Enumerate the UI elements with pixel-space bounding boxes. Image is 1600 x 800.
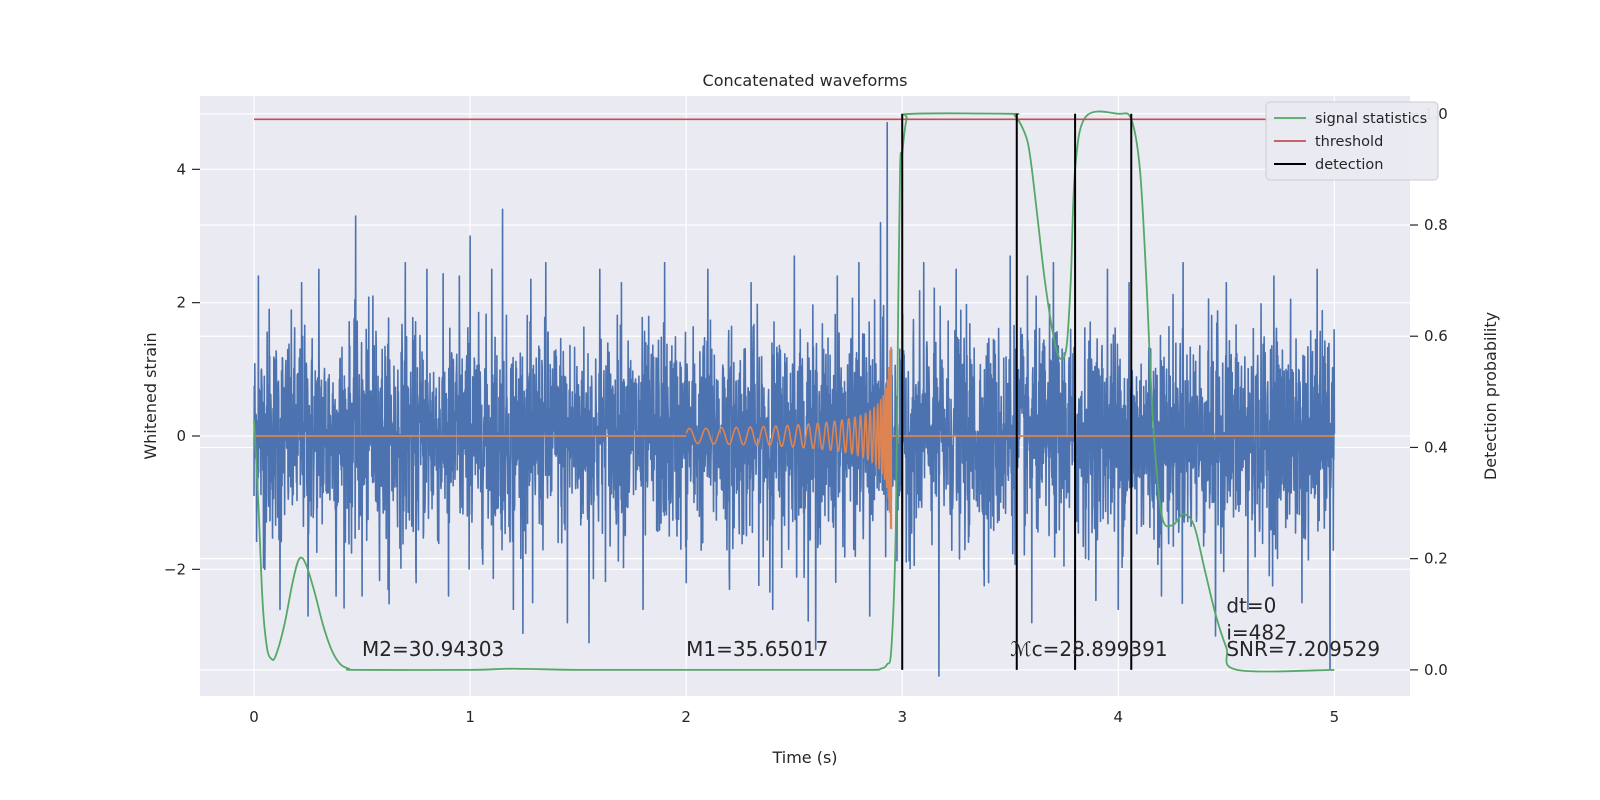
y-tick-label: 0 xyxy=(176,427,186,445)
strain-line xyxy=(253,121,1336,677)
y2-axis-label: Detection probability xyxy=(1481,312,1500,480)
annotation-text: i=482 xyxy=(1226,620,1287,644)
x-tick-label: 5 xyxy=(1330,708,1340,726)
x-axis-label: Time (s) xyxy=(771,748,837,767)
y-tick-label: −2 xyxy=(164,560,186,578)
y2-tick-label: 0.0 xyxy=(1424,661,1448,679)
legend-box xyxy=(1265,101,1439,181)
template-series xyxy=(254,346,1335,530)
x-tick-label: 2 xyxy=(681,708,691,726)
chart-title: Concatenated waveforms xyxy=(703,71,908,90)
y2-tick-label: 0.8 xyxy=(1424,216,1448,234)
y-tick-label: 4 xyxy=(176,160,186,178)
x-tick-label: 3 xyxy=(897,708,907,726)
x-tick-label: 1 xyxy=(465,708,475,726)
legend-label: threshold xyxy=(1315,134,1383,150)
annotation-text: SNR=7.209529 xyxy=(1226,637,1380,661)
annotation-text: ℳc=28.899391 xyxy=(1010,637,1167,661)
legend: signal statistics threshold detection xyxy=(1265,101,1439,181)
annotation-text: M2=30.94303 xyxy=(362,637,504,661)
legend-label: signal statistics xyxy=(1315,111,1427,127)
x-tick-label: 4 xyxy=(1114,708,1124,726)
y2-tick-label: 0.6 xyxy=(1424,327,1448,345)
y-axis-label: Whitened strain xyxy=(141,332,160,459)
annotations: M2=30.94303 M1=35.65017 ℳc=28.899391 dt=0i=… xyxy=(362,594,1380,661)
annotation-text: M1=35.65017 xyxy=(686,637,828,661)
template-chirp xyxy=(685,346,893,530)
x-tick-label: 0 xyxy=(249,708,259,726)
annotation-text: dt=0 xyxy=(1226,594,1276,618)
legend-label: detection xyxy=(1315,157,1383,173)
probability-series xyxy=(253,110,1335,673)
y-tick-label: 2 xyxy=(176,294,186,312)
strain-series xyxy=(253,121,1336,677)
y2-tick-label: 0.2 xyxy=(1424,550,1448,568)
y2-tick-label: 0.4 xyxy=(1424,438,1448,456)
